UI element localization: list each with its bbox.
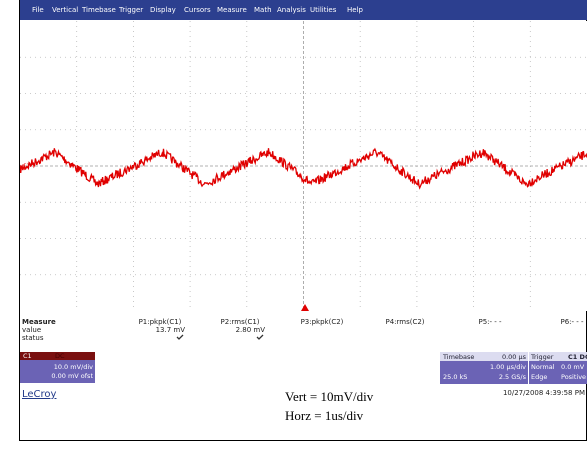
- brand-logo: LeCroy: [22, 389, 57, 400]
- measure-value: 13.7 mV: [156, 326, 186, 334]
- menu-bar: File Vertical Timebase Trigger Display Cursor…: [20, 0, 587, 20]
- trigger-mode: Normal: [531, 363, 555, 371]
- timebase-scale: 1.00 µs/div: [490, 363, 526, 371]
- menu-item: Vertical: [52, 6, 78, 14]
- measure-title: Measure: [22, 318, 56, 326]
- row-label: value: [22, 326, 41, 334]
- timebase-rate: 2.5 GS/s: [499, 373, 527, 381]
- scope-screen: [20, 21, 587, 311]
- trigger-slope: Positive: [561, 373, 586, 381]
- menu-item: Cursors: [184, 6, 211, 14]
- trigger-title: Trigger: [530, 353, 554, 361]
- trigger-header: [529, 352, 587, 361]
- menu-item: Help: [347, 6, 364, 14]
- annotation: Horz = 1us/div: [285, 408, 364, 423]
- measure-name: P3:pkpk(C2): [301, 318, 344, 326]
- timestamp: 10/27/2008 4:39:58 PM: [503, 389, 585, 397]
- menu-item: File: [32, 6, 44, 14]
- measure-value: 2.80 mV: [236, 326, 266, 334]
- channel-name: C1: [23, 352, 32, 360]
- menu-item: Display: [150, 6, 176, 14]
- channel-box: C1 DC 10.0 mV/div 0.00 mV ofst: [20, 352, 95, 383]
- menu-item: Analysis: [277, 6, 306, 14]
- status-check: [256, 334, 264, 340]
- channel-offset: 0.00 mV ofst: [51, 372, 93, 380]
- timebase-box: Timebase 0.00 µs 1.00 µs/div 25.0 kS 2.5…: [440, 352, 528, 384]
- timebase-title: Timebase: [442, 353, 474, 361]
- status-check: [176, 334, 184, 340]
- timebase-header: [440, 352, 528, 361]
- trigger-type: Edge: [531, 373, 547, 381]
- timebase-delay: 0.00 µs: [502, 353, 527, 361]
- measure-panel: Measure value status P1:pkpk(C1)13.7 mV P…: [22, 318, 584, 342]
- channel-header: [20, 352, 95, 360]
- row-label: status: [22, 334, 44, 342]
- measure-name: P6:- - -: [560, 318, 584, 326]
- trigger-level: 0.0 mV: [561, 363, 585, 371]
- trigger-box: Trigger C1 DC Normal 0.0 mV Edge Positiv…: [529, 352, 587, 384]
- measure-name: P2:rms(C1): [220, 318, 259, 326]
- channel-scale: 10.0 mV/div: [54, 363, 93, 371]
- menu-item: Timebase: [81, 6, 116, 14]
- measure-name: P5:- - -: [478, 318, 502, 326]
- measure-name: P1:pkpk(C1): [139, 318, 182, 326]
- measure-name: P4:rms(C2): [385, 318, 424, 326]
- menu-item: Math: [254, 6, 272, 14]
- annotation: Vert = 10mV/div: [285, 389, 374, 404]
- menu-item: Trigger: [118, 6, 143, 14]
- menu-item: Utilities: [310, 6, 337, 14]
- trigger-marker: [301, 304, 309, 311]
- trigger-source: C1 DC: [568, 353, 587, 361]
- channel-coupling: DC: [55, 352, 65, 360]
- timebase-samples: 25.0 kS: [443, 373, 467, 381]
- waveform: [20, 147, 587, 190]
- trace-label: C1: [23, 164, 30, 170]
- menu-item: Measure: [217, 6, 247, 14]
- menu-background: [20, 0, 587, 20]
